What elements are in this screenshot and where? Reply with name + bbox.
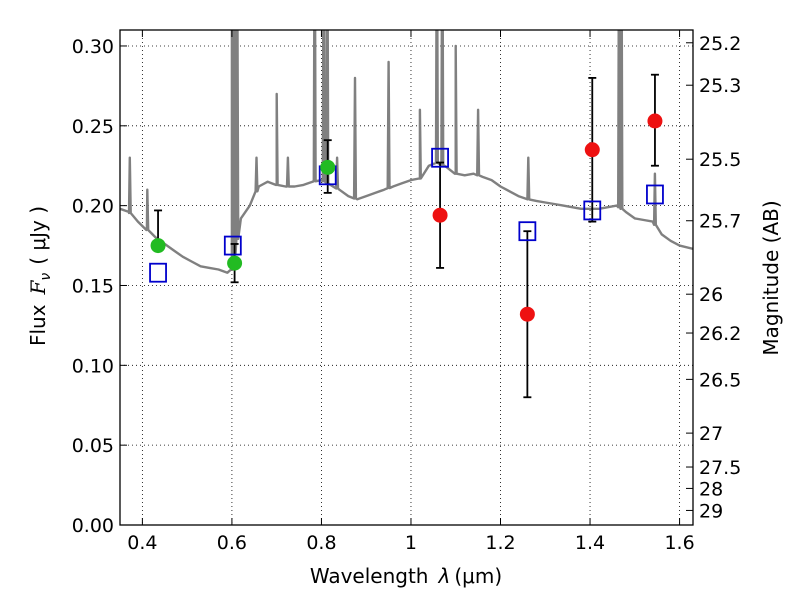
grid-lines xyxy=(120,30,693,525)
mag-tick-label: 26.2 xyxy=(699,323,741,345)
mag-tick-label: 25.5 xyxy=(699,149,741,171)
y-tick-label: 0.20 xyxy=(72,196,114,218)
model-photometry-square xyxy=(583,200,602,221)
x-tick-label: 1.2 xyxy=(485,532,515,554)
mag-tick-label: 26.5 xyxy=(699,369,741,391)
mag-tick-label: 25.7 xyxy=(699,211,741,233)
plot-frame xyxy=(119,29,694,526)
model-spectrum-layer xyxy=(120,30,693,274)
axis-ticks: 0.4 0.6 0.8 1 1.2 1.4 1.6 0.00 0.05 0.10 0.15 0.20 0… xyxy=(72,30,741,554)
x-tick-label: 1 xyxy=(405,532,417,554)
mag-tick-label: 25.2 xyxy=(699,33,741,55)
red-data-point xyxy=(519,306,535,322)
marker-layer xyxy=(149,113,664,322)
model-photometry-square xyxy=(646,184,664,205)
x-tick-label: 0.8 xyxy=(306,532,336,554)
mag-tick-label: 28 xyxy=(699,478,723,500)
mag-tick-label: 25.3 xyxy=(699,75,741,97)
x-axis-label: Wavelength λ (μm) xyxy=(310,564,502,588)
x-tick-label: 0.6 xyxy=(217,532,247,554)
y-axis-label: FluxFν( μJy ) xyxy=(26,206,54,346)
red-data-point xyxy=(584,142,600,158)
mag-tick-label: 26 xyxy=(699,284,723,306)
model-photometry-square xyxy=(431,147,449,168)
red-data-point xyxy=(647,113,663,129)
model-photometry-square xyxy=(149,262,167,283)
x-tick-label: 1.4 xyxy=(575,532,605,554)
y-tick-label: 0.25 xyxy=(72,116,114,138)
y2-axis-label: Magnitude (AB) xyxy=(759,200,783,355)
y-tick-label: 0.10 xyxy=(72,355,114,377)
y-tick-label: 0.05 xyxy=(72,435,114,457)
green-data-point xyxy=(320,159,336,175)
red-data-point xyxy=(432,207,448,223)
mag-tick-label: 27.5 xyxy=(699,457,741,479)
model-photometry-square xyxy=(223,235,242,256)
y-tick-label: 0.30 xyxy=(72,36,114,58)
y-tick-label: 0.15 xyxy=(72,275,114,297)
x-tick-label: 1.6 xyxy=(664,532,694,554)
mag-tick-label: 27 xyxy=(699,423,723,445)
model-spectrum-line xyxy=(120,30,693,274)
mag-tick-label: 29 xyxy=(699,500,723,522)
x-tick-label: 0.4 xyxy=(127,532,157,554)
green-data-point xyxy=(227,255,243,271)
green-data-point xyxy=(150,238,166,254)
model-photometry-square xyxy=(518,221,537,242)
y-tick-label: 0.00 xyxy=(72,515,114,537)
